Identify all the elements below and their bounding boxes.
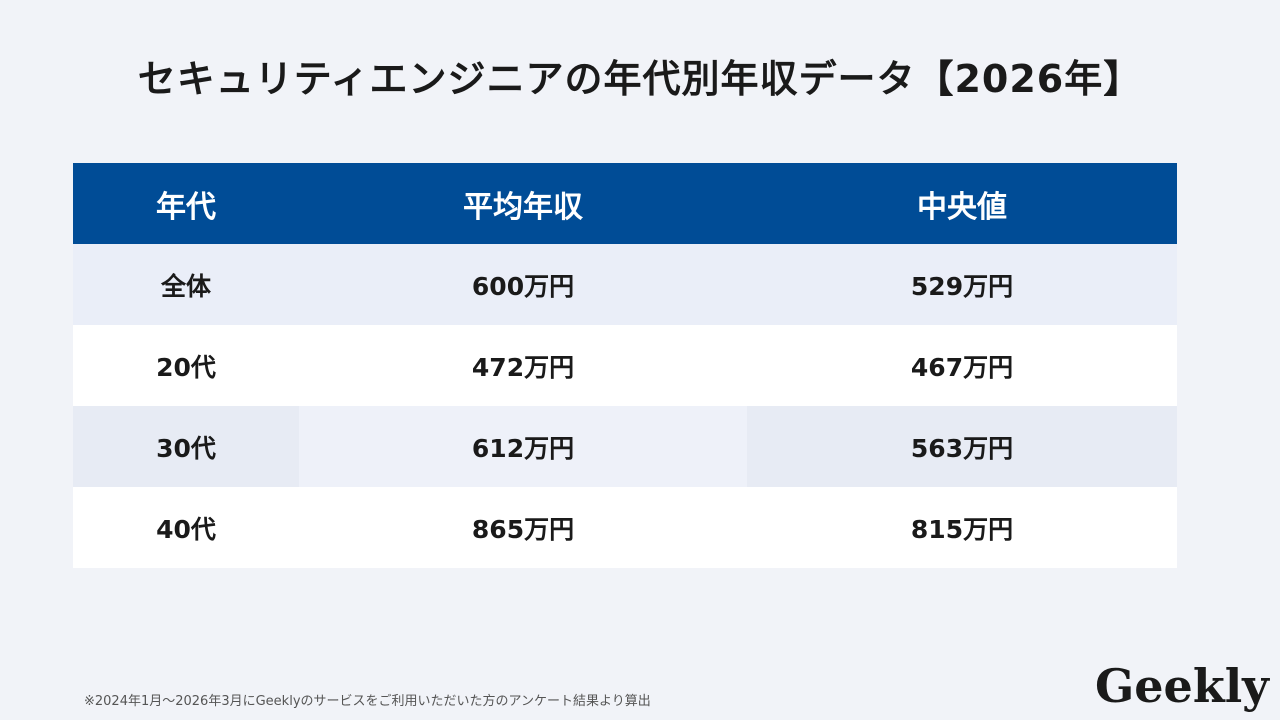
salary-table: 年代 平均年収 中央値 全体 600万円 529万円 20代 472万円 467… [73,163,1177,568]
median-cell: 529万円 [910,271,1014,301]
header-age: 年代 [156,189,216,225]
table-row: 40代 865万円 815万円 [73,487,1177,568]
geekly-logo: Geekly [1095,659,1269,713]
table-header: 年代 平均年収 中央値 [73,163,1177,244]
footnote: ※2024年1月～2026年3月にGeeklyのサービスをご利用いただいた方のア… [84,694,651,709]
median-cell: 467万円 [910,352,1014,382]
page-title: セキュリティエンジニアの年代別年収データ【2026年】 [137,57,1143,101]
average-cell: 865万円 [471,514,575,544]
average-cell: 612万円 [299,406,747,487]
median-cell: 815万円 [910,514,1014,544]
header-average-salary: 平均年収 [463,189,583,225]
age-cell: 30代 [73,406,299,487]
average-cell: 600万円 [471,271,575,301]
age-cell: 全体 [160,271,211,301]
age-cell: 20代 [156,352,216,382]
table-row: 全体 600万円 529万円 [73,244,1177,325]
table-row: 30代 612万円 563万円 [73,406,1177,487]
header-median: 中央値 [917,189,1007,225]
average-cell: 472万円 [471,352,575,382]
table-row: 20代 472万円 467万円 [73,325,1177,406]
median-cell: 563万円 [747,406,1177,487]
age-cell: 40代 [156,514,216,544]
